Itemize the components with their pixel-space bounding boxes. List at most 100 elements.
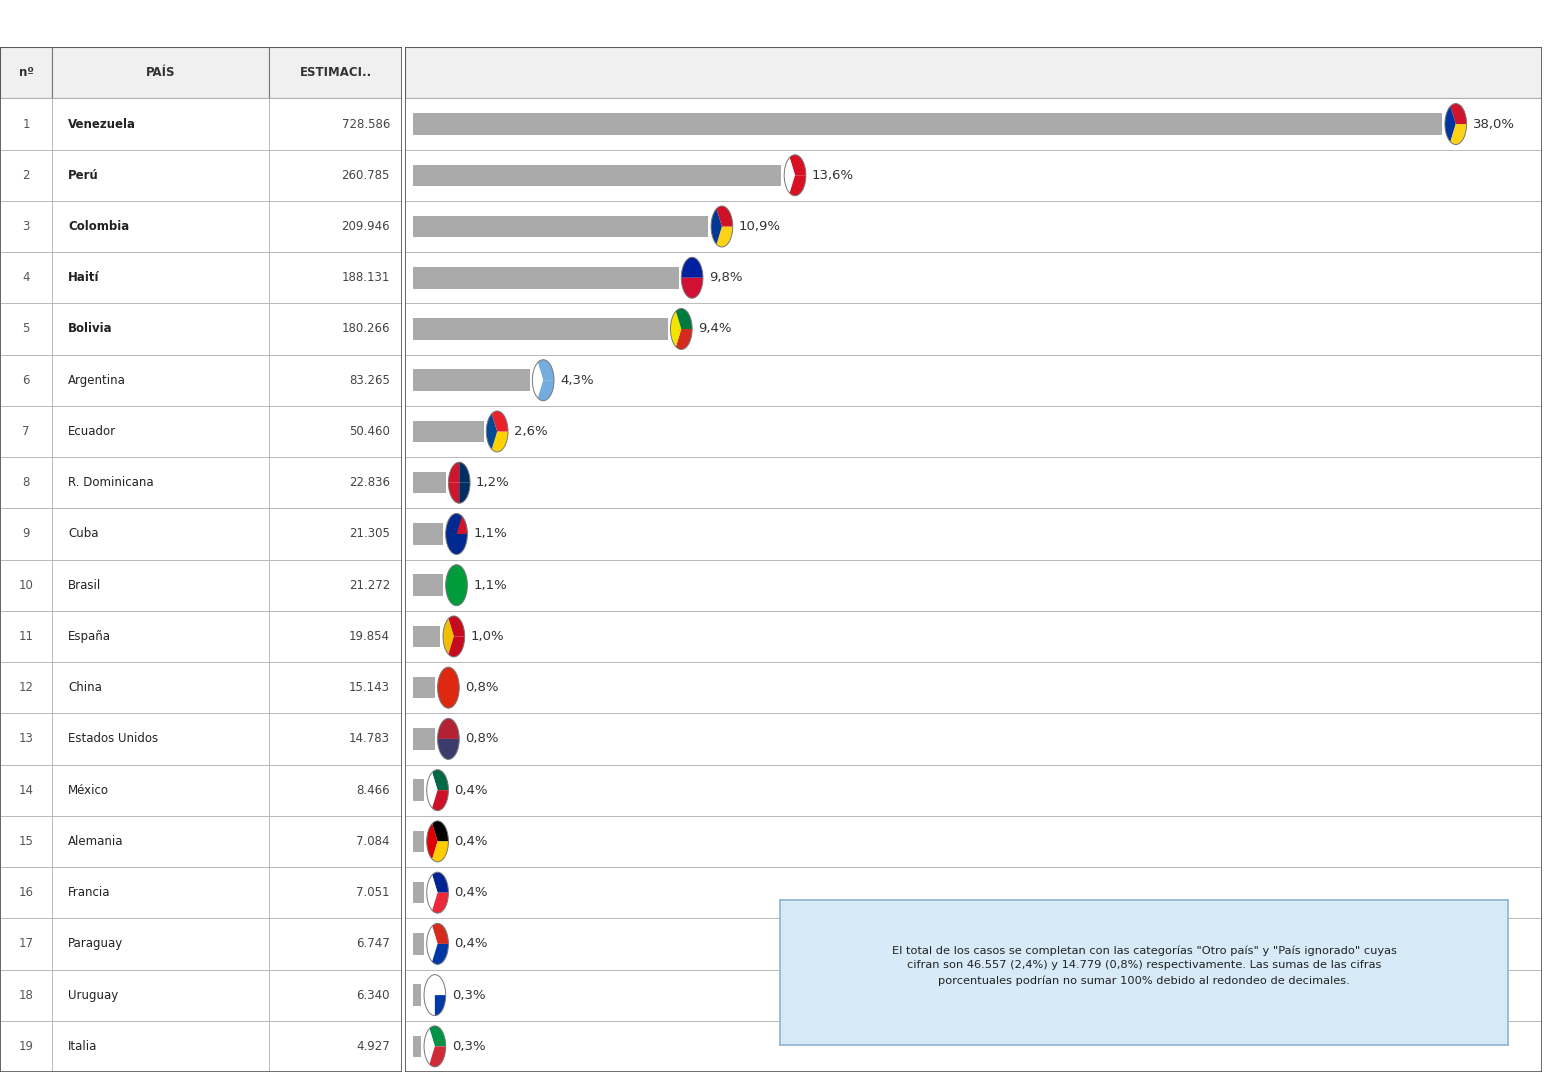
Text: Italia: Italia: [69, 1040, 98, 1053]
FancyBboxPatch shape: [405, 150, 1542, 200]
FancyBboxPatch shape: [53, 816, 270, 867]
FancyBboxPatch shape: [53, 560, 270, 611]
Text: 15: 15: [19, 835, 34, 848]
Text: Uruguay: Uruguay: [69, 988, 118, 1001]
FancyBboxPatch shape: [405, 867, 1542, 919]
Text: Estados Unidos: Estados Unidos: [69, 732, 159, 745]
FancyBboxPatch shape: [405, 47, 1542, 99]
FancyBboxPatch shape: [53, 200, 270, 252]
Text: 7.084: 7.084: [357, 835, 390, 848]
Text: 4.927: 4.927: [357, 1040, 390, 1053]
Wedge shape: [1450, 124, 1466, 145]
Text: México: México: [69, 784, 109, 796]
Text: POR PAÍS - Estimación 2023: POR PAÍS - Estimación 2023: [634, 14, 924, 33]
Text: El total de los casos se completan con las categorías "Otro país" y "País ignora: El total de los casos se completan con l…: [891, 946, 1398, 986]
Wedge shape: [790, 154, 805, 176]
Text: 4: 4: [22, 271, 30, 284]
Text: 50.460: 50.460: [349, 425, 390, 438]
Text: Bolivia: Bolivia: [69, 323, 114, 336]
Text: 16: 16: [19, 887, 34, 899]
Wedge shape: [430, 1046, 446, 1067]
FancyBboxPatch shape: [0, 252, 53, 303]
Wedge shape: [427, 773, 438, 808]
FancyBboxPatch shape: [0, 867, 53, 919]
Text: 0,8%: 0,8%: [466, 681, 499, 695]
FancyBboxPatch shape: [413, 114, 1443, 135]
Text: 6.747: 6.747: [357, 937, 390, 951]
Text: ESTIMACI..: ESTIMACI..: [299, 66, 372, 79]
FancyBboxPatch shape: [0, 969, 53, 1021]
FancyBboxPatch shape: [0, 457, 53, 508]
Text: 10: 10: [19, 579, 34, 592]
FancyBboxPatch shape: [0, 1021, 53, 1072]
Wedge shape: [1450, 104, 1466, 124]
FancyBboxPatch shape: [270, 969, 402, 1021]
Text: Ecuador: Ecuador: [69, 425, 117, 438]
FancyBboxPatch shape: [405, 252, 1542, 303]
FancyBboxPatch shape: [53, 611, 270, 662]
FancyBboxPatch shape: [0, 200, 53, 252]
FancyBboxPatch shape: [413, 164, 782, 187]
FancyBboxPatch shape: [405, 662, 1542, 713]
Text: 0,3%: 0,3%: [452, 1040, 485, 1053]
FancyBboxPatch shape: [413, 215, 709, 237]
FancyBboxPatch shape: [413, 984, 421, 1006]
FancyBboxPatch shape: [405, 457, 1542, 508]
FancyBboxPatch shape: [270, 1021, 402, 1072]
Wedge shape: [438, 739, 460, 759]
FancyBboxPatch shape: [413, 831, 424, 852]
FancyBboxPatch shape: [405, 611, 1542, 662]
FancyBboxPatch shape: [53, 969, 270, 1021]
FancyBboxPatch shape: [405, 508, 1542, 560]
Text: 0,3%: 0,3%: [452, 988, 485, 1001]
Text: Argentina: Argentina: [69, 374, 126, 387]
Wedge shape: [784, 158, 795, 193]
Wedge shape: [790, 176, 805, 196]
FancyBboxPatch shape: [270, 611, 402, 662]
FancyBboxPatch shape: [0, 355, 53, 406]
Wedge shape: [717, 226, 732, 247]
Text: 0,8%: 0,8%: [466, 732, 499, 745]
Wedge shape: [670, 311, 681, 346]
FancyBboxPatch shape: [413, 933, 424, 955]
FancyBboxPatch shape: [270, 47, 402, 99]
Wedge shape: [435, 995, 446, 1015]
FancyBboxPatch shape: [405, 99, 1542, 150]
Text: 0,4%: 0,4%: [455, 937, 488, 951]
FancyBboxPatch shape: [413, 472, 446, 493]
FancyBboxPatch shape: [0, 560, 53, 611]
Wedge shape: [432, 821, 449, 842]
Text: 19: 19: [19, 1040, 34, 1053]
Wedge shape: [449, 482, 460, 503]
Text: 2: 2: [22, 168, 30, 182]
Wedge shape: [681, 257, 703, 278]
FancyBboxPatch shape: [405, 560, 1542, 611]
Wedge shape: [456, 517, 467, 534]
Wedge shape: [717, 206, 732, 226]
FancyBboxPatch shape: [270, 406, 402, 457]
Text: 19.854: 19.854: [349, 630, 390, 643]
FancyBboxPatch shape: [405, 919, 1542, 969]
Text: 5: 5: [22, 323, 30, 336]
FancyBboxPatch shape: [413, 1036, 421, 1057]
FancyBboxPatch shape: [405, 816, 1542, 867]
Text: España: España: [69, 630, 111, 643]
FancyBboxPatch shape: [270, 713, 402, 764]
Wedge shape: [432, 873, 449, 893]
Wedge shape: [438, 667, 460, 709]
FancyBboxPatch shape: [0, 713, 53, 764]
Wedge shape: [432, 842, 449, 862]
Wedge shape: [449, 462, 460, 482]
Text: 9,4%: 9,4%: [698, 323, 732, 336]
FancyBboxPatch shape: [53, 1021, 270, 1072]
FancyBboxPatch shape: [270, 560, 402, 611]
Text: 18: 18: [19, 988, 34, 1001]
Text: 209.946: 209.946: [341, 220, 390, 233]
Text: 6.340: 6.340: [357, 988, 390, 1001]
FancyBboxPatch shape: [405, 713, 1542, 764]
Wedge shape: [538, 360, 555, 381]
Text: 8: 8: [22, 476, 30, 489]
Text: 21.305: 21.305: [349, 527, 390, 540]
FancyBboxPatch shape: [0, 764, 53, 816]
FancyBboxPatch shape: [413, 523, 442, 545]
